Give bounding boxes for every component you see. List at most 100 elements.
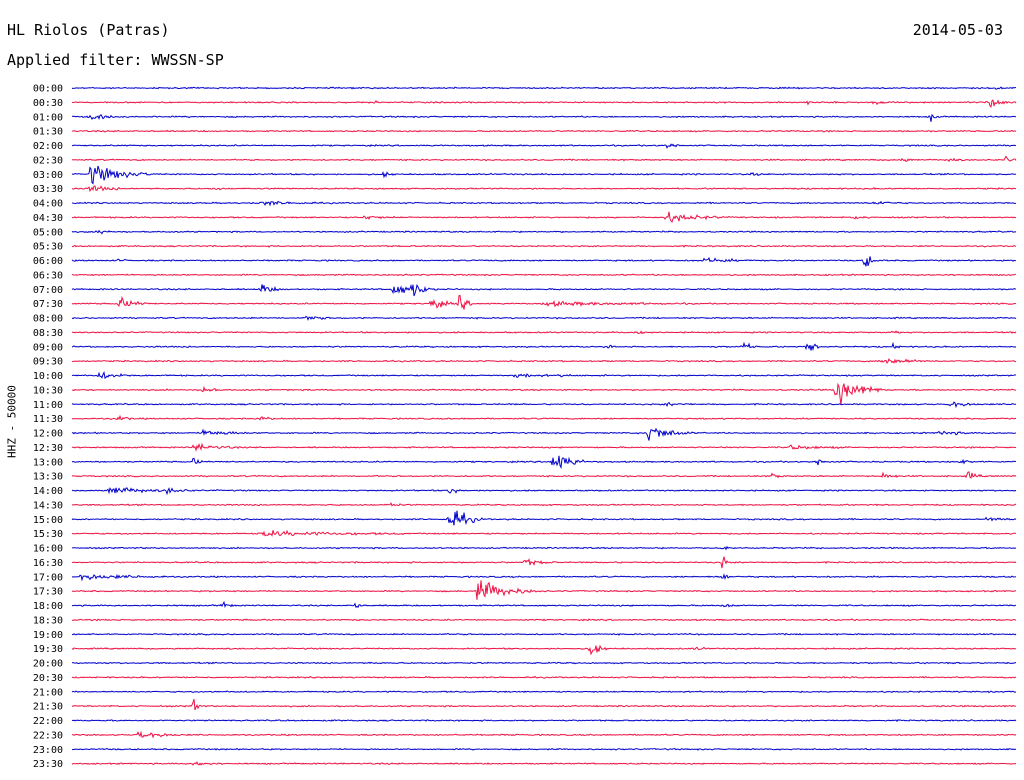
time-label-1900: 19:00 xyxy=(33,630,63,641)
time-label-2300: 23:00 xyxy=(33,745,63,756)
trace-2000 xyxy=(71,661,1017,665)
time-label-1000: 10:00 xyxy=(33,371,63,382)
time-label-0030: 00:30 xyxy=(33,98,63,109)
trace-1500 xyxy=(71,510,1017,526)
trace-0100 xyxy=(71,113,1017,122)
time-label-1600: 16:00 xyxy=(33,544,63,555)
trace-2230 xyxy=(71,730,1017,739)
time-label-0000: 00:00 xyxy=(33,84,63,95)
trace-0900 xyxy=(71,341,1017,352)
trace-2300 xyxy=(71,747,1017,751)
trace-1430 xyxy=(71,502,1017,507)
time-label-1130: 11:30 xyxy=(33,414,63,425)
trace-0830 xyxy=(71,330,1017,335)
trace-1530 xyxy=(71,529,1017,537)
time-label-2130: 21:30 xyxy=(33,702,63,713)
trace-0330 xyxy=(71,185,1017,193)
filter-label: Applied filter: WWSSN-SP xyxy=(7,51,224,69)
trace-0730 xyxy=(71,294,1017,310)
time-label-1630: 16:30 xyxy=(33,558,63,569)
channel-axis-label: HHZ - 50000 xyxy=(5,385,19,458)
trace-2200 xyxy=(71,719,1017,723)
time-label-0230: 02:30 xyxy=(33,155,63,166)
trace-0600 xyxy=(71,256,1017,267)
time-label-0530: 05:30 xyxy=(33,242,63,253)
trace-1930 xyxy=(71,644,1017,656)
trace-0930 xyxy=(71,358,1017,365)
time-label-0330: 03:30 xyxy=(33,184,63,195)
trace-0000 xyxy=(71,86,1017,90)
trace-2130 xyxy=(71,698,1016,711)
trace-1330 xyxy=(71,471,1017,479)
time-label-2000: 20:00 xyxy=(33,659,63,670)
station-title: HL Riolos (Patras) xyxy=(7,21,170,39)
time-label-0930: 09:30 xyxy=(33,357,63,368)
time-label-0830: 08:30 xyxy=(33,328,63,339)
trace-2330 xyxy=(71,761,1017,766)
time-label-0730: 07:30 xyxy=(33,299,63,310)
trace-1100 xyxy=(71,401,1016,409)
trace-1000 xyxy=(71,370,1017,379)
trace-1300 xyxy=(71,455,1017,469)
trace-0530 xyxy=(71,244,1017,248)
trace-2030 xyxy=(71,675,1017,679)
trace-2100 xyxy=(71,690,1017,694)
time-label-1700: 17:00 xyxy=(33,572,63,583)
time-label-1330: 13:30 xyxy=(33,472,63,483)
time-label-0430: 04:30 xyxy=(33,213,63,224)
trace-1600 xyxy=(71,545,1017,551)
time-label-1500: 15:00 xyxy=(33,515,63,526)
time-label-1200: 12:00 xyxy=(33,429,63,440)
trace-0430 xyxy=(71,211,1016,223)
trace-1130 xyxy=(71,414,1017,421)
trace-1030 xyxy=(71,382,1016,405)
time-label-1930: 19:30 xyxy=(33,644,63,655)
trace-1200 xyxy=(71,427,1017,441)
time-label-1830: 18:30 xyxy=(33,615,63,626)
trace-0630 xyxy=(72,273,1017,277)
time-label-0100: 01:00 xyxy=(33,112,63,123)
trace-0800 xyxy=(71,315,1017,321)
time-label-2230: 22:30 xyxy=(33,730,63,741)
time-label-0700: 07:00 xyxy=(33,285,63,296)
trace-0400 xyxy=(71,200,1016,207)
time-label-0630: 06:30 xyxy=(33,270,63,281)
time-label-2330: 23:30 xyxy=(33,759,63,770)
time-label-1300: 13:00 xyxy=(33,457,63,468)
time-label-0200: 02:00 xyxy=(33,141,63,152)
time-label-0900: 09:00 xyxy=(33,342,63,353)
trace-1900 xyxy=(71,632,1017,636)
trace-0130 xyxy=(71,129,1017,133)
time-label-0130: 01:30 xyxy=(33,127,63,138)
time-label-1230: 12:30 xyxy=(33,443,63,454)
time-label-2100: 21:00 xyxy=(33,687,63,698)
trace-1230 xyxy=(71,442,1017,452)
time-label-1030: 10:30 xyxy=(33,385,63,396)
time-label-0300: 03:00 xyxy=(33,170,63,181)
time-label-0500: 05:00 xyxy=(33,227,63,238)
time-label-1730: 17:30 xyxy=(33,587,63,598)
trace-1800 xyxy=(71,600,1017,609)
trace-0700 xyxy=(71,283,1017,297)
trace-1630 xyxy=(71,556,1017,569)
time-label-2030: 20:30 xyxy=(33,673,63,684)
time-label-1800: 18:00 xyxy=(33,601,63,612)
record-date: 2014-05-03 xyxy=(912,21,1003,39)
time-label-1530: 15:30 xyxy=(33,529,63,540)
time-label-0600: 06:00 xyxy=(33,256,63,267)
trace-0230 xyxy=(72,155,1017,163)
trace-1730 xyxy=(71,580,1017,600)
time-label-1430: 14:30 xyxy=(33,500,63,511)
trace-1700 xyxy=(71,573,1017,582)
trace-0030 xyxy=(71,99,1017,108)
time-label-2200: 22:00 xyxy=(33,716,63,727)
trace-1400 xyxy=(71,487,1017,496)
time-label-0800: 08:00 xyxy=(33,314,63,325)
trace-0200 xyxy=(71,143,1017,149)
trace-1830 xyxy=(71,618,1017,622)
time-label-1100: 11:00 xyxy=(33,400,63,411)
trace-0500 xyxy=(71,229,1017,235)
time-label-0400: 04:00 xyxy=(33,199,63,210)
trace-0300 xyxy=(71,165,1017,185)
